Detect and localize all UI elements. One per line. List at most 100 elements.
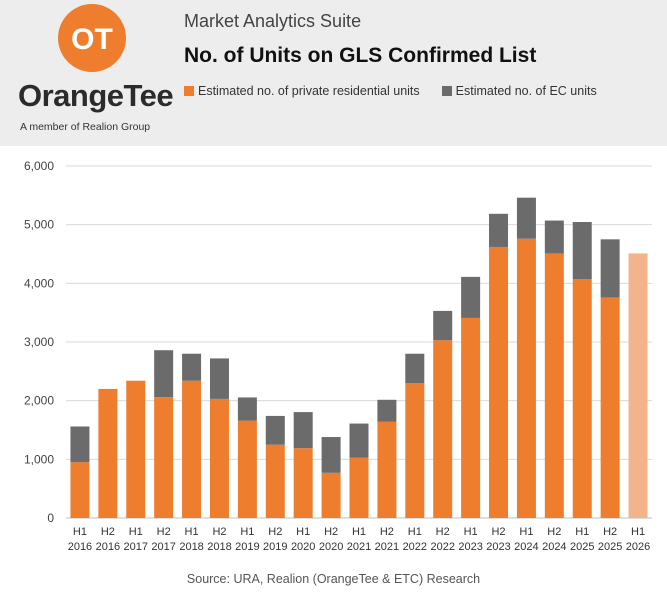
- bar-private: [433, 340, 453, 518]
- x-tick-half: H1: [185, 526, 199, 538]
- x-tick-half: H2: [212, 526, 226, 538]
- bar-private: [489, 246, 509, 518]
- x-tick-half: H2: [324, 526, 338, 538]
- bar-private: [628, 253, 648, 518]
- member-tagline: A member of Realion Group: [20, 121, 151, 133]
- x-tick-year: 2022: [403, 541, 427, 553]
- bar-ec: [321, 437, 341, 473]
- legend-item-private: Estimated no. of private residential uni…: [184, 84, 420, 98]
- y-tick-label: 0: [47, 511, 54, 525]
- bar-ec: [237, 397, 257, 421]
- x-tick-year: 2026: [626, 541, 650, 553]
- x-tick-year: 2018: [179, 541, 203, 553]
- legend-item-ec: Estimated no. of EC units: [441, 84, 597, 98]
- x-tick-half: H1: [73, 526, 87, 538]
- x-tick-year: 2025: [570, 541, 594, 553]
- x-tick-year: 2017: [124, 541, 148, 553]
- x-tick-year: 2023: [486, 541, 510, 553]
- x-tick-year: 2019: [263, 541, 287, 553]
- x-tick-half: H2: [436, 526, 450, 538]
- bar-private: [126, 380, 146, 518]
- x-tick-half: H1: [519, 526, 533, 538]
- bar-private: [544, 253, 564, 518]
- y-tick-label: 5,000: [24, 218, 54, 232]
- x-tick-year: 2016: [68, 541, 92, 553]
- bar-private: [461, 317, 481, 518]
- brand-part-2: Tee: [123, 78, 174, 113]
- bar-private: [237, 420, 257, 518]
- x-tick-half: H1: [352, 526, 366, 538]
- x-tick-half: H1: [575, 526, 589, 538]
- x-tick-half: H1: [408, 526, 422, 538]
- bar-ec: [516, 197, 536, 239]
- bar-ec: [544, 220, 564, 254]
- x-tick-year: 2025: [598, 541, 622, 553]
- x-tick-year: 2023: [458, 541, 482, 553]
- x-tick-half: H1: [296, 526, 310, 538]
- x-tick-year: 2017: [151, 541, 175, 553]
- brand-part-1: Orange: [18, 78, 124, 113]
- bar-private: [154, 397, 174, 518]
- y-tick-label: 2,000: [24, 394, 54, 408]
- x-tick-half: H2: [603, 526, 617, 538]
- bar-ec: [461, 276, 481, 318]
- bar-private: [209, 398, 229, 518]
- y-tick-label: 4,000: [24, 276, 54, 290]
- x-tick-half: H2: [547, 526, 561, 538]
- bar-private: [265, 444, 285, 518]
- bar-private: [321, 472, 341, 518]
- bar-private: [182, 380, 202, 518]
- bar-ec: [154, 350, 174, 398]
- x-tick-half: H1: [129, 526, 143, 538]
- bar-private: [293, 448, 313, 518]
- x-tick-year: 2022: [430, 541, 454, 553]
- brand-wordmark: OrangeTee: [18, 78, 174, 114]
- y-tick-label: 1,000: [24, 452, 54, 466]
- bar-private: [405, 383, 425, 518]
- bar-ec: [182, 353, 202, 381]
- x-tick-year: 2024: [542, 541, 566, 553]
- orangetee-logo-icon: OT: [58, 4, 126, 72]
- legend-label-ec: Estimated no. of EC units: [455, 84, 597, 98]
- legend-swatch-ec: [441, 86, 452, 96]
- x-tick-half: H2: [491, 526, 505, 538]
- x-tick-half: H2: [101, 526, 115, 538]
- x-tick-half: H1: [240, 526, 254, 538]
- source-note: Source: URA, Realion (OrangeTee & ETC) R…: [186, 572, 481, 586]
- bar-private: [377, 421, 397, 518]
- bar-ec: [265, 415, 285, 445]
- x-tick-year: 2021: [347, 541, 371, 553]
- bar-ec: [70, 426, 90, 463]
- x-tick-half: H2: [268, 526, 282, 538]
- x-tick-half: H1: [464, 526, 478, 538]
- bar-ec: [377, 399, 397, 422]
- bar-private: [516, 238, 536, 518]
- bar-private: [98, 388, 118, 518]
- x-tick-year: 2016: [96, 541, 120, 553]
- x-tick-year: 2020: [319, 541, 343, 553]
- x-tick-year: 2020: [291, 541, 315, 553]
- x-tick-half: H2: [157, 526, 171, 538]
- x-tick-year: 2019: [235, 541, 259, 553]
- logo-monogram: OT: [71, 23, 113, 56]
- y-tick-label: 6,000: [24, 159, 54, 173]
- bar-private: [572, 279, 592, 518]
- bar-ec: [433, 310, 453, 341]
- bar-ec: [572, 222, 592, 280]
- bar-private: [349, 457, 369, 518]
- bar-ec: [349, 423, 369, 458]
- legend-swatch-private: [184, 86, 194, 96]
- suite-name: Market Analytics Suite: [184, 11, 362, 31]
- bar-private: [600, 297, 620, 518]
- x-tick-year: 2021: [375, 541, 399, 553]
- bar-ec: [405, 353, 425, 384]
- bar-ec: [293, 412, 313, 449]
- x-tick-half: H1: [631, 526, 645, 538]
- bar-ec: [600, 239, 620, 298]
- stacked-bar-chart: 0 1,000 2,000 3,000 4,000 5,000 6,000 H1 2016 H2 2…: [24, 159, 652, 553]
- chart-legend: Estimated no. of private residential uni…: [184, 84, 619, 98]
- bar-private: [70, 462, 90, 518]
- bar-ec: [209, 358, 229, 399]
- x-tick-year: 2024: [514, 541, 538, 553]
- x-tick-half: H2: [380, 526, 394, 538]
